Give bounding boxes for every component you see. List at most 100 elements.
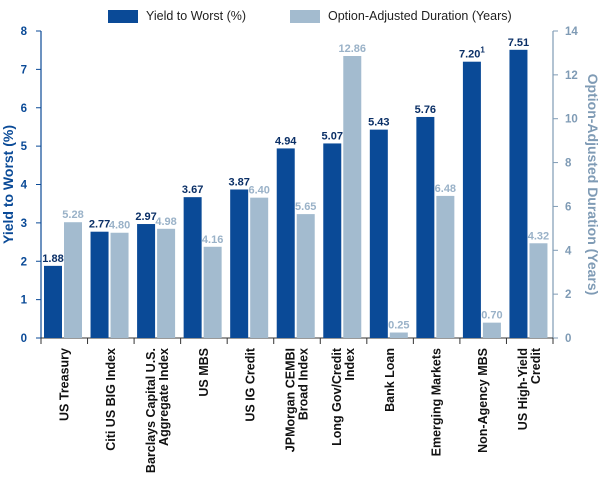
category-label: Barclays Capital U.S.Aggregate Index	[144, 348, 171, 473]
category-label: Non-Agency MBS	[476, 348, 490, 453]
data-label-duration: 6.48	[435, 183, 456, 195]
category-label: US IG Credit	[243, 347, 257, 421]
data-label-duration: 4.98	[155, 216, 176, 228]
bar-duration	[64, 222, 82, 338]
bar-duration	[296, 214, 315, 338]
category-label: US High-YieldCredit	[516, 347, 543, 430]
category-label-line: Bank Loan	[383, 348, 397, 412]
category-label-line: JPMorgan CEMBI	[284, 348, 298, 452]
y-tick-label: 5	[21, 141, 28, 153]
bar-duration	[529, 243, 548, 338]
data-label-duration: 0.25	[388, 320, 409, 332]
bar-yield	[462, 61, 481, 338]
bar-duration	[157, 228, 176, 338]
data-label-yield: 7.201	[459, 46, 485, 61]
data-label-yield: 5.07	[322, 130, 343, 142]
data-label-yield: 3.87	[228, 176, 249, 188]
category-label-line: Emerging Markets	[430, 348, 444, 456]
category-label: US Treasury	[57, 348, 71, 421]
bar-duration	[343, 55, 362, 339]
category-label-line: US MBS	[197, 348, 211, 397]
bar-yield	[509, 49, 528, 339]
category-label-line: Barclays Capital U.S.	[144, 348, 158, 473]
y2-tick-label: 8	[565, 158, 572, 170]
category-label-line: Index	[343, 348, 357, 381]
y2-tick-label: 2	[565, 289, 571, 301]
data-label-duration: 6.40	[248, 185, 269, 197]
bar-duration	[482, 322, 501, 338]
y-tick-label: 8	[21, 26, 28, 38]
y2-tick-label: 14	[565, 26, 578, 38]
legend-item-duration: Option-Adjusted Duration (Years)	[290, 6, 512, 26]
y-axis-title: Yield to Worst (%)	[0, 125, 16, 244]
y2-tick-label: 0	[565, 333, 571, 345]
bar-duration	[436, 195, 455, 338]
category-label-line: Aggregate Index	[157, 348, 171, 446]
data-label-duration: 0.70	[481, 310, 502, 322]
bar-duration	[110, 232, 129, 338]
data-labels-group: 1.88 5.28 2.774.80 2.974.98 3.67 4.16 3.876.40…	[42, 37, 549, 332]
bar-yield	[44, 265, 62, 338]
chart-legend: Yield to Worst (%) Option-Adjusted Durat…	[0, 6, 600, 26]
category-label-line: Long Gov/Credit	[330, 347, 344, 446]
category-label: Long Gov/CreditIndex	[330, 347, 357, 446]
category-label: Citi US BIG Index	[104, 348, 118, 451]
y2-tick-label: 6	[565, 201, 571, 213]
y-tick-label: 2	[21, 256, 27, 268]
bar-duration	[389, 332, 408, 338]
data-label-yield: 7.51	[508, 37, 529, 49]
data-label-duration: 4.80	[109, 220, 130, 232]
y-tick-label: 1	[21, 295, 28, 307]
category-label-line: Broad Index	[297, 348, 311, 420]
data-label-duration: 5.28	[62, 209, 83, 221]
data-label-yield: 4.94	[275, 135, 297, 147]
data-label-yield: 2.97	[135, 211, 156, 223]
data-label-duration: 4.32	[528, 230, 549, 242]
category-labels-group: US Treasury Citi US BIG Index Barclays Cap…	[57, 347, 543, 473]
data-label-duration: 5.65	[295, 201, 316, 213]
data-label-duration: 4.16	[202, 234, 223, 246]
y-tick-label: 7	[21, 64, 27, 76]
bar-yield	[323, 143, 342, 338]
y-tick-label: 6	[21, 103, 27, 115]
bar-yield	[276, 148, 295, 338]
bar-yield	[90, 231, 109, 338]
y-tick-label: 0	[21, 333, 27, 345]
y2-tick-label: 10	[565, 114, 578, 126]
bar-yield	[369, 129, 388, 338]
category-label-line: Credit	[529, 347, 543, 384]
category-label: US MBS	[197, 348, 211, 397]
legend-item-yield: Yield to Worst (%)	[108, 6, 246, 26]
category-label: JPMorgan CEMBIBroad Index	[284, 348, 311, 452]
y-tick-label: 3	[21, 218, 27, 230]
bars-group	[44, 49, 548, 339]
bar-yield	[230, 189, 249, 338]
category-label: Emerging Markets	[430, 348, 444, 456]
footnote-marker: 1	[480, 46, 485, 55]
category-label-line: US Treasury	[57, 348, 71, 421]
y2-axis-title: Option-Adjusted Duration (Years)	[585, 74, 600, 296]
category-label-line: US High-Yield	[516, 348, 530, 430]
data-label-yield: 5.76	[415, 104, 436, 116]
legend-label-duration: Option-Adjusted Duration (Years)	[328, 9, 512, 23]
category-label: Bank Loan	[383, 348, 397, 412]
bar-duration	[203, 246, 222, 338]
category-label-line: Citi US BIG Index	[104, 348, 118, 451]
data-label-yield: 2.77	[89, 219, 110, 231]
data-label-yield: 3.67	[182, 184, 203, 196]
y2-tick-label: 12	[565, 70, 578, 82]
bar-yield	[183, 197, 202, 338]
bar-yield	[137, 224, 156, 338]
category-label-line: Non-Agency MBS	[476, 348, 490, 453]
y-tick-label: 4	[21, 180, 28, 192]
data-label-yield: 1.88	[42, 253, 63, 265]
legend-swatch-duration	[290, 9, 320, 23]
data-label-yield: 5.43	[368, 117, 389, 129]
bar-duration	[250, 197, 269, 338]
bar-yield	[416, 116, 435, 339]
y2-tick-label: 4	[565, 245, 572, 257]
legend-swatch-yield	[108, 9, 138, 23]
legend-label-yield: Yield to Worst (%)	[146, 9, 247, 23]
